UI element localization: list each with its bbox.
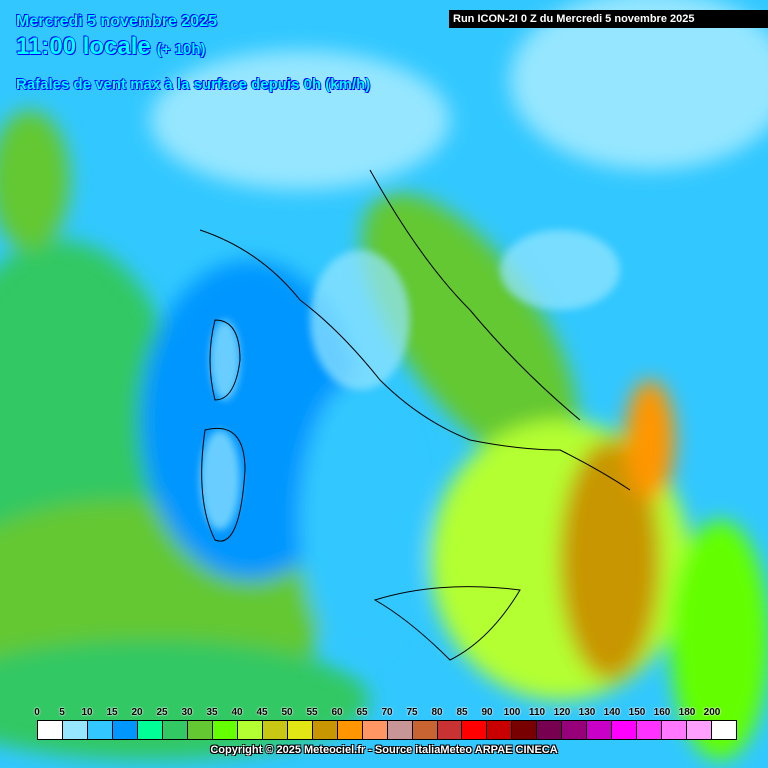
legend-swatch	[287, 721, 313, 739]
legend-swatch	[212, 721, 238, 739]
legend-swatch	[462, 721, 488, 739]
legend-label: 25	[156, 707, 168, 718]
legend-label: 65	[356, 707, 368, 718]
coastlines	[199, 169, 631, 661]
legend-swatch	[262, 721, 288, 739]
legend-label: 5	[59, 707, 65, 718]
legend-swatch	[112, 721, 138, 739]
legend-swatch	[512, 721, 538, 739]
legend-label: 50	[281, 707, 293, 718]
legend-label: 45	[256, 707, 268, 718]
legend-swatch	[637, 721, 663, 739]
legend-label: 75	[406, 707, 418, 718]
legend-label: 60	[331, 707, 343, 718]
legend-swatch	[412, 721, 438, 739]
legend-swatch	[537, 721, 563, 739]
local-time: 11:00 locale	[16, 33, 152, 61]
legend-swatch	[38, 721, 63, 739]
legend-swatch	[562, 721, 588, 739]
legend-label: 15	[106, 707, 118, 718]
legend-swatch	[87, 721, 113, 739]
legend-swatch	[362, 721, 388, 739]
legend-label: 130	[578, 707, 596, 718]
legend-swatch	[387, 721, 413, 739]
legend-label: 140	[603, 707, 621, 718]
copyright: Copyright © 2025 Meteociel.fr - Source i…	[210, 744, 558, 756]
legend-label: 160	[653, 707, 671, 718]
legend-label: 40	[231, 707, 243, 718]
legend-label: 0	[34, 707, 40, 718]
legend-label: 10	[81, 707, 93, 718]
legend-swatch	[187, 721, 213, 739]
legend-swatch	[687, 721, 713, 739]
legend-swatch	[312, 721, 338, 739]
legend-label: 120	[553, 707, 571, 718]
legend-label: 100	[503, 707, 521, 718]
legend-label: 180	[678, 707, 696, 718]
legend-label: 70	[381, 707, 393, 718]
forecast-offset: (+ 10h)	[156, 41, 206, 59]
legend-swatch	[237, 721, 263, 739]
legend-swatch	[437, 721, 463, 739]
legend-label: 110	[528, 707, 546, 718]
legend-label: 200	[703, 707, 721, 718]
legend-label: 30	[181, 707, 193, 718]
legend-swatch	[62, 721, 88, 739]
legend-swatch	[162, 721, 188, 739]
color-legend	[37, 720, 737, 740]
legend-swatch	[612, 721, 638, 739]
model-run-label: Run ICON-2I 0 Z du Mercredi 5 novembre 2…	[449, 10, 768, 28]
legend-label: 55	[306, 707, 318, 718]
parameter-title: Rafales de vent max à la surface depuis …	[15, 76, 371, 94]
legend-labels: 0 5 10 15 20 25 30 35 40 45 50 55 60 65 70 75 80 85 90 100 1…	[34, 707, 737, 719]
legend-label: 90	[481, 707, 493, 718]
legend-label: 35	[206, 707, 218, 718]
legend-label: 20	[131, 707, 143, 718]
legend-swatch	[587, 721, 613, 739]
legend-swatch	[487, 721, 513, 739]
legend-swatch	[662, 721, 688, 739]
legend-swatch	[712, 721, 737, 739]
legend-swatch	[337, 721, 363, 739]
legend-swatch	[137, 721, 163, 739]
forecast-date: Mercredi 5 novembre 2025	[16, 13, 218, 31]
legend-label: 80	[431, 707, 443, 718]
legend-label: 150	[628, 707, 646, 718]
forecast-time: 11:00 locale (+ 10h)	[16, 33, 207, 61]
legend-label: 85	[456, 707, 468, 718]
